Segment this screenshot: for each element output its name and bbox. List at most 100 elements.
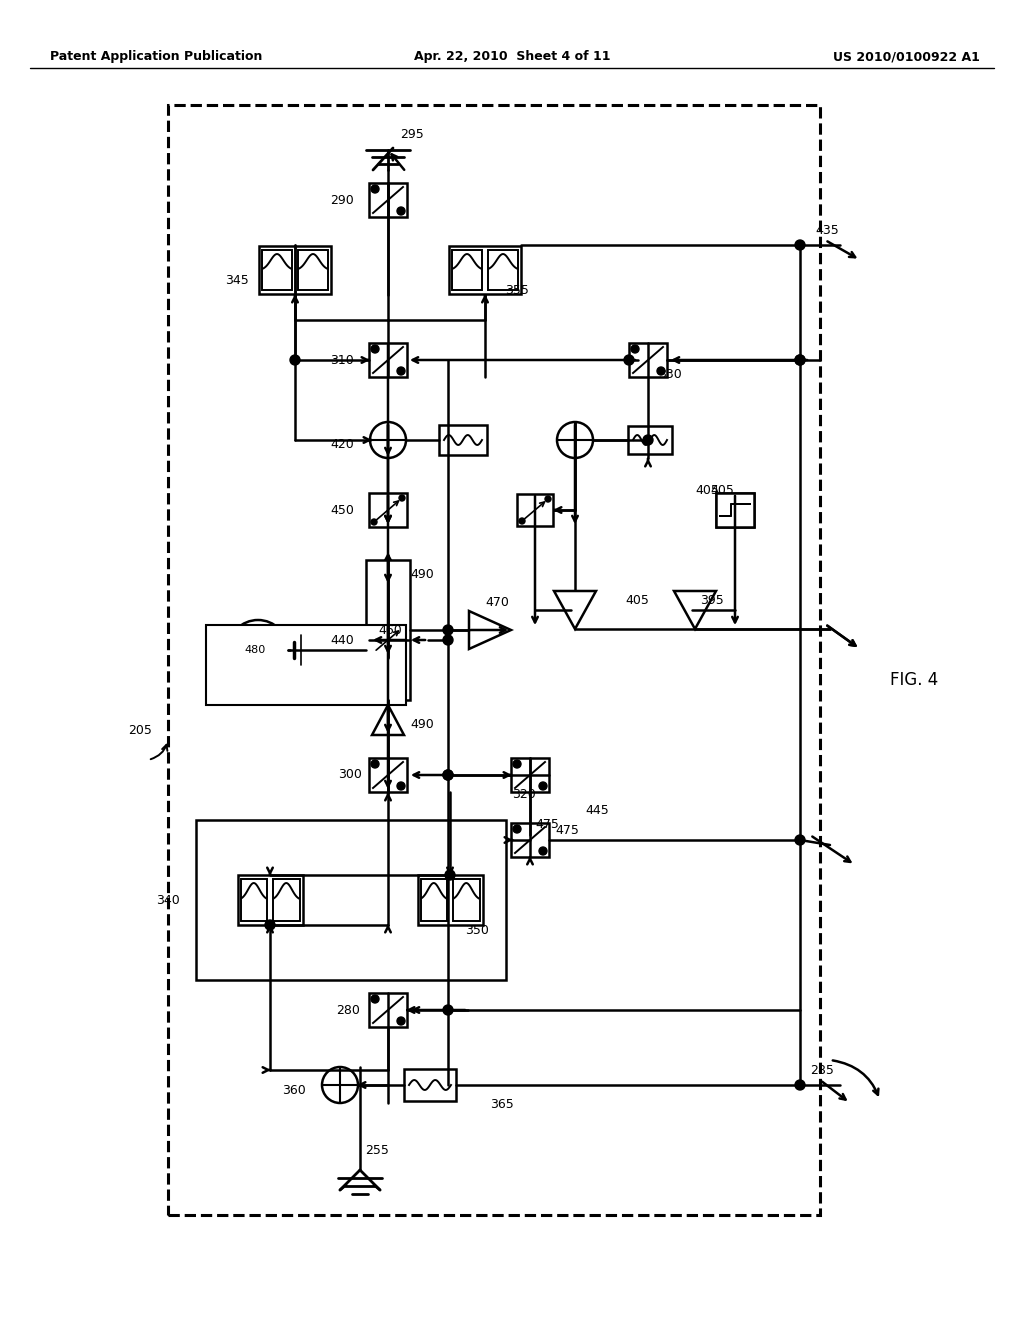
Bar xyxy=(488,249,518,290)
Bar xyxy=(439,425,487,455)
Bar xyxy=(716,492,754,527)
Circle shape xyxy=(443,770,453,780)
Bar xyxy=(369,492,407,527)
Circle shape xyxy=(397,207,406,215)
Bar xyxy=(421,879,447,921)
Circle shape xyxy=(557,422,593,458)
Text: 475: 475 xyxy=(555,824,579,837)
Text: 255: 255 xyxy=(365,1143,389,1156)
Bar xyxy=(369,758,407,792)
Bar xyxy=(369,623,407,657)
Bar xyxy=(449,246,521,294)
Circle shape xyxy=(795,836,805,845)
Bar xyxy=(517,494,553,525)
Circle shape xyxy=(370,422,406,458)
Circle shape xyxy=(513,825,521,833)
Bar xyxy=(629,343,667,378)
Bar xyxy=(369,343,407,378)
Circle shape xyxy=(545,496,551,502)
Text: 295: 295 xyxy=(400,128,424,141)
Circle shape xyxy=(399,495,406,502)
Bar xyxy=(366,560,410,700)
Bar xyxy=(369,183,407,216)
Polygon shape xyxy=(372,705,404,735)
Text: 445: 445 xyxy=(585,804,608,817)
Circle shape xyxy=(657,367,665,375)
Circle shape xyxy=(795,355,805,366)
Text: 420: 420 xyxy=(330,438,353,451)
Bar xyxy=(206,624,406,705)
Circle shape xyxy=(397,1016,406,1026)
Circle shape xyxy=(624,355,634,366)
Text: 460: 460 xyxy=(378,623,401,636)
Bar xyxy=(238,875,302,925)
Text: 330: 330 xyxy=(658,368,682,381)
Bar xyxy=(452,249,482,290)
Circle shape xyxy=(643,436,653,445)
Circle shape xyxy=(539,847,547,855)
Circle shape xyxy=(513,760,521,768)
Text: 355: 355 xyxy=(505,284,528,297)
Circle shape xyxy=(371,995,379,1003)
Circle shape xyxy=(399,624,406,631)
Text: 310: 310 xyxy=(330,354,353,367)
Circle shape xyxy=(371,649,377,655)
Text: 450: 450 xyxy=(330,503,354,516)
Bar xyxy=(241,879,267,921)
Circle shape xyxy=(443,1005,453,1015)
Circle shape xyxy=(795,240,805,249)
Text: 440: 440 xyxy=(330,634,353,647)
Text: 470: 470 xyxy=(485,595,509,609)
Circle shape xyxy=(322,1067,358,1104)
Bar xyxy=(196,820,506,979)
Bar xyxy=(168,106,820,1214)
Circle shape xyxy=(397,781,406,789)
Circle shape xyxy=(795,1080,805,1090)
Text: 345: 345 xyxy=(225,273,249,286)
Bar xyxy=(259,246,331,294)
Circle shape xyxy=(539,781,547,789)
Circle shape xyxy=(290,355,300,366)
Text: 290: 290 xyxy=(330,194,353,206)
Bar xyxy=(628,426,672,454)
Polygon shape xyxy=(372,554,404,585)
Text: 365: 365 xyxy=(490,1098,514,1111)
Bar xyxy=(298,249,328,290)
Circle shape xyxy=(443,635,453,645)
Bar xyxy=(716,492,754,527)
Text: 300: 300 xyxy=(338,768,361,781)
Text: 405: 405 xyxy=(710,483,734,496)
Bar xyxy=(511,758,549,792)
Text: 490: 490 xyxy=(410,718,434,731)
Bar xyxy=(511,822,549,857)
Circle shape xyxy=(371,760,379,768)
Polygon shape xyxy=(554,591,596,630)
Text: 350: 350 xyxy=(465,924,488,936)
Text: 435: 435 xyxy=(815,223,839,236)
Text: 405: 405 xyxy=(695,483,719,496)
Circle shape xyxy=(795,355,805,366)
Text: 475: 475 xyxy=(535,818,559,832)
Text: 395: 395 xyxy=(700,594,724,606)
Circle shape xyxy=(443,624,453,635)
Bar xyxy=(404,1069,456,1101)
Text: 340: 340 xyxy=(156,894,180,907)
Text: FIG. 4: FIG. 4 xyxy=(890,671,938,689)
Polygon shape xyxy=(674,591,716,630)
Text: US 2010/0100922 A1: US 2010/0100922 A1 xyxy=(834,50,980,63)
Circle shape xyxy=(519,517,525,524)
Circle shape xyxy=(397,367,406,375)
Text: 280: 280 xyxy=(336,1003,359,1016)
Text: 490: 490 xyxy=(410,569,434,582)
Circle shape xyxy=(265,920,275,931)
Circle shape xyxy=(228,620,288,680)
Text: 480: 480 xyxy=(244,645,265,655)
Text: 205: 205 xyxy=(128,723,152,737)
Circle shape xyxy=(371,185,379,193)
Bar xyxy=(273,879,299,921)
Text: 405: 405 xyxy=(625,594,649,606)
Circle shape xyxy=(445,870,455,880)
Bar xyxy=(453,879,479,921)
Text: Patent Application Publication: Patent Application Publication xyxy=(50,50,262,63)
Text: 360: 360 xyxy=(282,1084,306,1097)
